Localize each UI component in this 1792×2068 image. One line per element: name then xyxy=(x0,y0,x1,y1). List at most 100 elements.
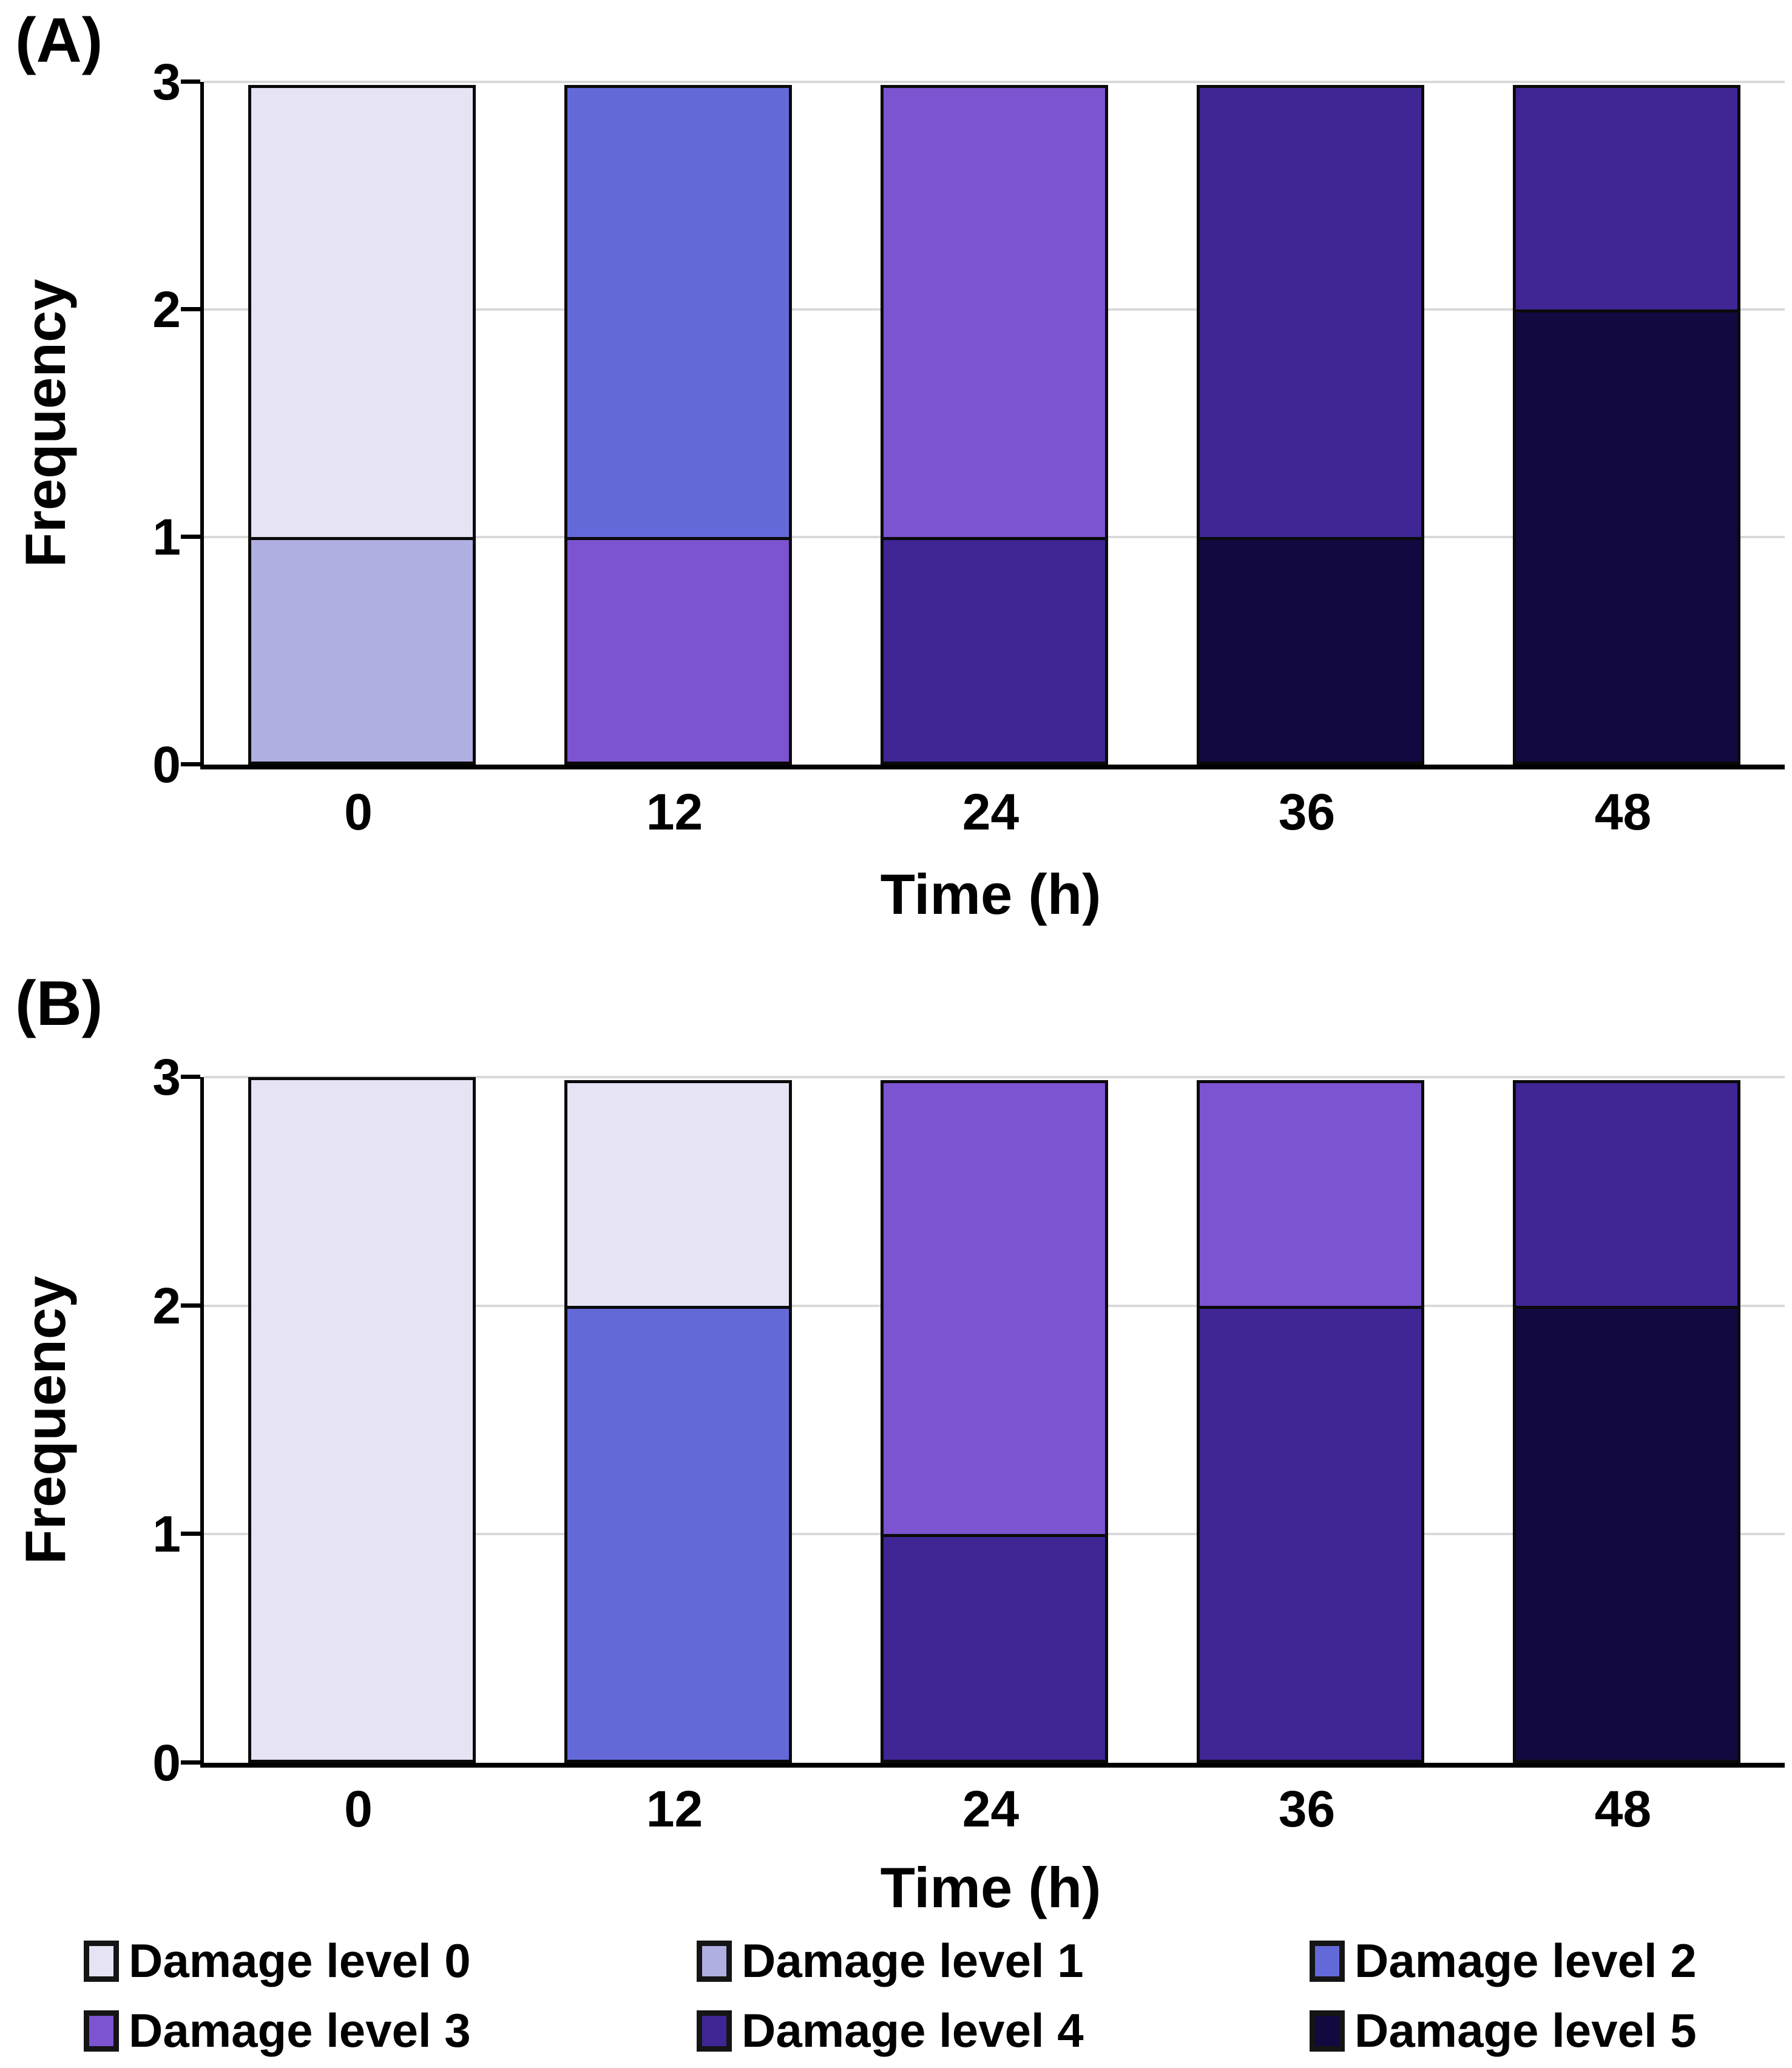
bars xyxy=(204,82,1785,765)
segment-damage-level-3 xyxy=(880,1080,1109,1538)
segment-damage-level-2 xyxy=(564,1305,793,1763)
segment-damage-level-4 xyxy=(1196,1305,1425,1763)
y-tick-label-3: 3 xyxy=(152,53,181,110)
legend-swatch-damage-level-1 xyxy=(697,1940,732,1982)
y-tick-label-1: 1 xyxy=(152,1505,181,1563)
x-tick-label-36: 36 xyxy=(1278,1780,1336,1837)
stacked-bar xyxy=(880,82,1109,765)
x-axis-ticks: 0 12 24 36 48 xyxy=(200,783,1781,842)
legend-item-damage-level-2: Damage level 2 xyxy=(1310,1933,1792,1989)
legend-label: Damage level 1 xyxy=(742,1934,1084,1987)
legend-label: Damage level 3 xyxy=(129,2004,471,2057)
y-tick-mark xyxy=(181,1075,200,1079)
legend-item-damage-level-0: Damage level 0 xyxy=(84,1933,697,1989)
stacked-bar xyxy=(248,82,476,765)
bar-b-t48 xyxy=(1469,1077,1785,1763)
x-tick-label-48: 48 xyxy=(1594,783,1652,840)
y-tick-label-0: 0 xyxy=(152,1734,181,1791)
y-tick-label-2: 2 xyxy=(152,1277,181,1334)
legend-label: Damage level 5 xyxy=(1354,2004,1697,2057)
y-tick-mark xyxy=(181,1303,200,1308)
gridline-y3 xyxy=(204,81,1785,83)
bar-a-t24 xyxy=(836,82,1152,765)
y-tick-mark xyxy=(181,762,200,766)
gridline-y3 xyxy=(204,1076,1785,1078)
bar-b-t36 xyxy=(1152,1077,1469,1763)
x-tick-label-24: 24 xyxy=(962,783,1019,840)
stacked-bar xyxy=(564,82,793,765)
legend: Damage level 0 Damage level 1 Damage level… xyxy=(0,1933,1792,2058)
segment-damage-level-3 xyxy=(1196,1080,1425,1309)
y-axis-ticks: 0 1 2 3 xyxy=(0,53,181,793)
x-axis-title: Time (h) xyxy=(880,862,1101,926)
stacked-bar xyxy=(1196,1077,1425,1763)
stacked-bar xyxy=(1196,82,1425,765)
y-tick-mark xyxy=(181,1760,200,1765)
legend-swatch-damage-level-4 xyxy=(697,2010,732,2052)
plot-area-a xyxy=(181,79,1785,769)
legend-swatch-damage-level-2 xyxy=(1310,1940,1345,1982)
stacked-bar xyxy=(564,1077,793,1763)
segment-damage-level-1 xyxy=(248,537,476,765)
bars xyxy=(204,1077,1785,1763)
stacked-bar xyxy=(248,1077,476,1763)
x-tick-label-12: 12 xyxy=(646,783,703,840)
legend-item-damage-level-4: Damage level 4 xyxy=(697,2003,1310,2058)
plot-area-b xyxy=(181,1075,1785,1768)
y-tick-label-1: 1 xyxy=(152,509,181,566)
bar-a-t48 xyxy=(1469,82,1785,765)
segment-damage-level-4 xyxy=(1512,1080,1741,1309)
stacked-bar xyxy=(1512,1077,1741,1763)
x-tick-label-12: 12 xyxy=(646,1780,703,1837)
legend-label: Damage level 4 xyxy=(742,2004,1084,2057)
x-axis-ticks: 0 12 24 36 48 xyxy=(200,1780,1781,1839)
segment-damage-level-0 xyxy=(564,1080,793,1309)
legend-swatch-damage-level-0 xyxy=(84,1940,119,1982)
legend-label: Damage level 0 xyxy=(129,1934,471,1987)
bar-b-t0 xyxy=(204,1077,520,1763)
x-tick-label-0: 0 xyxy=(344,1780,373,1837)
stacked-bar xyxy=(1512,82,1741,765)
y-tick-mark xyxy=(181,535,200,539)
y-tick-mark xyxy=(181,79,200,84)
legend-item-damage-level-5: Damage level 5 xyxy=(1310,2003,1792,2058)
x-tick-label-0: 0 xyxy=(344,783,373,840)
x-tick-label-24: 24 xyxy=(962,1780,1019,1837)
bar-b-t24 xyxy=(836,1077,1152,1763)
legend-item-damage-level-1: Damage level 1 xyxy=(697,1933,1310,1989)
segment-damage-level-5 xyxy=(1512,309,1741,765)
legend-item-damage-level-3: Damage level 3 xyxy=(84,2003,697,2058)
x-tick-label-48: 48 xyxy=(1594,1780,1652,1837)
segment-damage-level-4 xyxy=(1196,85,1425,540)
segment-damage-level-4 xyxy=(1512,85,1741,313)
segment-damage-level-0 xyxy=(248,85,476,540)
panel-a-label: (A) xyxy=(15,5,103,76)
y-tick-label-2: 2 xyxy=(152,281,181,339)
y-axis-ticks: 0 1 2 3 xyxy=(0,1049,181,1791)
y-tick-label-0: 0 xyxy=(152,736,181,793)
y-tick-mark xyxy=(181,307,200,312)
bar-b-t12 xyxy=(520,1077,836,1763)
segment-damage-level-2 xyxy=(564,85,793,540)
stacked-bar xyxy=(880,1077,1109,1763)
segment-damage-level-0 xyxy=(248,1077,476,1763)
legend-swatch-damage-level-3 xyxy=(84,2010,119,2052)
segment-damage-level-3 xyxy=(564,537,793,765)
panel-b-label: (B) xyxy=(15,968,103,1039)
segment-damage-level-5 xyxy=(1196,537,1425,765)
legend-label: Damage level 2 xyxy=(1354,1934,1697,1987)
segment-damage-level-4 xyxy=(880,537,1109,765)
bar-a-t36 xyxy=(1152,82,1469,765)
x-tick-label-36: 36 xyxy=(1278,783,1336,840)
y-tick-mark xyxy=(181,1532,200,1536)
bar-a-t0 xyxy=(204,82,520,765)
segment-damage-level-4 xyxy=(880,1534,1109,1763)
x-axis-title: Time (h) xyxy=(880,1856,1101,1919)
segment-damage-level-3 xyxy=(880,85,1109,540)
y-tick-label-3: 3 xyxy=(152,1049,181,1106)
bar-a-t12 xyxy=(520,82,836,765)
legend-swatch-damage-level-5 xyxy=(1310,2010,1345,2052)
